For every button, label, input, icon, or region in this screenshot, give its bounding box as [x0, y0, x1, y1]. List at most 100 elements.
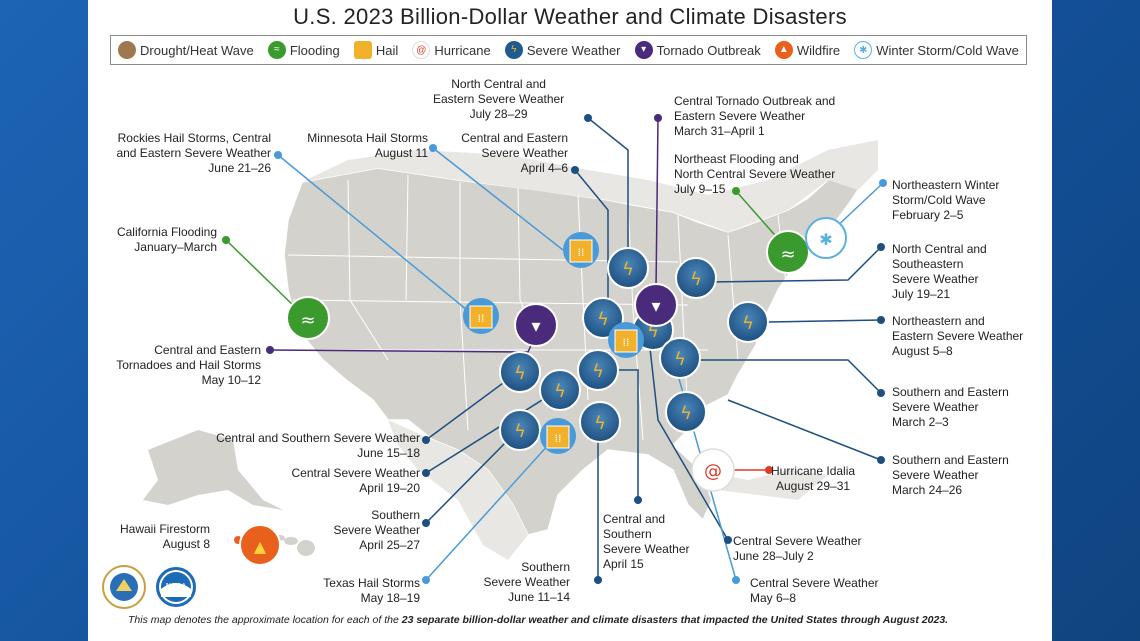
svg-text:ϟ: ϟ: [597, 309, 609, 330]
event-name: Severe Weather: [333, 523, 421, 537]
event-label: Southern Severe Weather June 11–14: [484, 560, 571, 605]
legend-item-drought: Drought/Heat Wave: [118, 41, 254, 59]
connector-line: [832, 182, 884, 231]
winter-storm-icon: ✱: [805, 217, 847, 259]
connector-line: [277, 154, 474, 316]
connector-dots: [222, 114, 887, 584]
event-label: Northeastern Winter Storm/Cold Wave Febr…: [892, 178, 999, 223]
connector-line: [574, 169, 609, 318]
event-label: California Flooding January–March: [117, 225, 217, 255]
event-name: Eastern Severe Weather: [674, 109, 806, 123]
event-label: Southern and Eastern Severe Weather Marc…: [892, 453, 1009, 498]
legend-label: Wildfire: [796, 42, 841, 58]
connector-line: [425, 431, 561, 581]
event-name: North Central Severe Weather: [674, 167, 836, 181]
event-date: March 24–26: [892, 483, 963, 497]
event-name: Hurricane Idalia: [771, 464, 856, 478]
svg-text:ϟ: ϟ: [674, 349, 686, 370]
connector-line: [655, 117, 659, 291]
svg-text:ϟ: ϟ: [514, 421, 526, 442]
connector-line: [225, 239, 299, 311]
tornado-icon: ▾: [514, 303, 558, 347]
tornado-icon: ▾: [634, 41, 653, 59]
event-label: Central Severe Weather May 6–8: [750, 576, 879, 606]
event-name: Southern and Eastern: [892, 453, 1009, 467]
infographic-panel: U.S. 2023 Billion-Dollar Weather and Cli…: [88, 0, 1052, 641]
hail-icon: ⁞⁞: [463, 298, 499, 334]
event-name: Southern: [521, 560, 570, 574]
connector-line: [587, 117, 629, 250]
event-date: April 19–20: [359, 481, 420, 495]
hail-icon: ⁞⁞: [540, 418, 576, 454]
event-name: Northeastern Winter: [892, 178, 1000, 192]
event-label: Southern Severe Weather April 25–27: [334, 508, 421, 553]
event-date: June 11–14: [508, 590, 570, 604]
severe-weather-icon: ϟ: [577, 349, 619, 391]
svg-text:✱: ✱: [819, 230, 832, 249]
severe-weather-icon: ϟ: [665, 391, 707, 433]
event-date: March 31–April 1: [674, 124, 765, 138]
svg-text:ϟ: ϟ: [594, 413, 606, 434]
severe-weather-icon: ϟ: [539, 369, 581, 411]
event-name: Tornadoes and Hail Storms: [116, 358, 261, 372]
event-date: May 18–19: [360, 591, 420, 605]
tornado-icon: ▾: [634, 283, 678, 327]
event-date: August 11: [374, 146, 428, 160]
event-name: Central and Eastern: [154, 343, 261, 357]
legend-item-hail: Hail: [353, 41, 399, 59]
event-date: July 28–29: [469, 107, 528, 121]
hail-icon: [353, 41, 372, 59]
map-title: U.S. 2023 Billion-Dollar Weather and Cli…: [293, 4, 847, 29]
svg-text:ϟ: ϟ: [554, 381, 566, 402]
svg-text:@: @: [704, 461, 722, 482]
event-name: Central Severe Weather: [750, 576, 879, 590]
event-name: Southern: [603, 527, 652, 541]
event-name: Severe Weather: [481, 146, 569, 160]
event-name: North Central and: [892, 242, 987, 256]
event-date: July 19–21: [892, 287, 951, 301]
event-name: Texas Hail Storms: [323, 576, 420, 590]
event-name: Southern and Eastern: [892, 385, 1009, 399]
flooding-icon: ≈: [267, 41, 286, 59]
event-label: Minnesota Hail Storms August 11: [307, 131, 428, 161]
event-name: Severe Weather: [892, 400, 979, 414]
event-name: Northeastern and: [892, 314, 985, 328]
event-label: Central and Southern Severe Weather June…: [216, 431, 420, 461]
noaa-logo: NOAA: [154, 565, 198, 609]
legend-item-severe-weather: ϟ Severe Weather: [504, 41, 621, 59]
wildfire-icon: ▲: [774, 41, 793, 59]
severe-weather-icon: ϟ: [675, 257, 717, 299]
legend-label: Flooding: [289, 42, 340, 58]
event-name: Central and Eastern: [461, 131, 568, 145]
legend-label: Tornado Outbreak: [656, 42, 761, 58]
severe-weather-icon: ϟ: [499, 409, 541, 451]
event-name: Southern: [371, 508, 420, 522]
event-name: Rockies Hail Storms, Central: [117, 131, 271, 145]
event-date: March 2–3: [892, 415, 949, 429]
event-name: Central Severe Weather: [291, 466, 420, 480]
svg-text:⁞⁞: ⁞⁞: [555, 432, 562, 445]
event-label: Northeastern and Eastern Severe Weather …: [892, 314, 1023, 359]
event-name: Central and: [603, 512, 666, 526]
legend-item-wildfire: ▲ Wildfire: [774, 41, 841, 59]
event-date: August 5–8: [892, 344, 953, 358]
event-label: Northeast Flooding and North Central Sev…: [674, 152, 835, 197]
event-date: June 21–26: [208, 161, 271, 175]
legend-label: Hail: [375, 42, 399, 58]
connector-line: [707, 246, 882, 283]
us-map: ϟ ϟ ϟ ϟ ϟ ϟ ϟ ϟ ϟ ϟ ϟ ϟ ⁞⁞ ⁞⁞ ⁞⁞ ⁞⁞ ▾ ▾ …: [143, 114, 887, 584]
event-name: Central Severe Weather: [733, 534, 862, 548]
svg-text:⁞⁞: ⁞⁞: [623, 336, 630, 349]
event-name: Severe Weather: [892, 468, 979, 482]
svg-text:▲: ▲: [254, 537, 267, 556]
flooding-icon: ≈: [286, 296, 330, 340]
event-date: May 10–12: [201, 373, 261, 387]
event-date: August 29–31: [775, 479, 851, 493]
hail-icon: ⁞⁞: [608, 322, 644, 358]
event-name: Severe Weather: [603, 542, 690, 556]
severe-weather-icon: ϟ: [607, 247, 649, 289]
event-label: Central and Southern Severe Weather Apri…: [603, 512, 690, 572]
footer-bold: 23 separate billion-dollar weather and c…: [401, 614, 949, 626]
connector-line: [425, 389, 559, 474]
svg-text:⁞⁞: ⁞⁞: [478, 312, 485, 325]
